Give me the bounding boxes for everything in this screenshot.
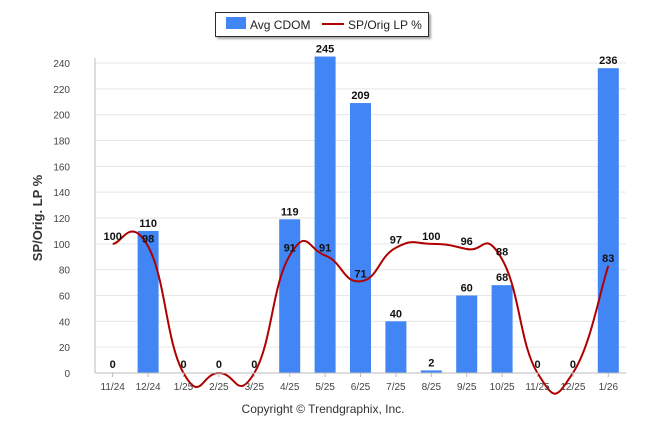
y-tick-label: 100: [53, 240, 70, 251]
bar: [456, 295, 478, 373]
bar: [137, 230, 159, 373]
x-tick-label: 8/25: [422, 382, 442, 393]
x-tick-label: 9/25: [457, 382, 477, 393]
y-tick-label: 220: [53, 85, 70, 96]
bar-value-label: 0: [216, 359, 222, 371]
line-path: [112, 230, 610, 395]
x-tick-label: 1/25: [174, 382, 194, 393]
line-value-label: 91: [319, 242, 331, 254]
x-tick-label: 3/25: [245, 382, 265, 393]
y-tick-label: 160: [53, 162, 70, 173]
y-tick-label: 200: [53, 111, 70, 122]
x-tick-label: 2/25: [209, 382, 229, 393]
legend-line-swatch: [322, 23, 344, 25]
bar-value-label: 236: [599, 55, 617, 67]
x-tick-label: 7/25: [386, 382, 406, 393]
x-tick-label: 12/24: [136, 382, 161, 393]
bar: [597, 68, 619, 374]
y-tick-label: 140: [53, 188, 70, 199]
y-tick-label: 40: [59, 317, 71, 328]
y-tick-label: 240: [53, 59, 70, 70]
bar-value-label: 110: [139, 218, 157, 230]
bar: [385, 321, 407, 373]
bar: [350, 103, 371, 374]
bar-value-label: 2: [428, 357, 434, 369]
legend-bar-swatch: [226, 17, 246, 29]
line-value-label: 100: [104, 231, 122, 243]
bar-value-label: 0: [570, 359, 576, 371]
x-tick-label: 4/25: [280, 382, 300, 393]
bar: [420, 370, 442, 373]
bar-value-label: 60: [461, 283, 473, 295]
legend-line-label: SP/Orig LP %: [348, 18, 422, 32]
x-tick-label: 11/24: [101, 382, 126, 393]
y-tick-label: 120: [53, 214, 70, 225]
line-value-label: 71: [354, 268, 366, 280]
line-value-label: 88: [496, 246, 508, 258]
line-value-label: 83: [602, 253, 614, 265]
bar: [314, 56, 336, 374]
bar-value-label: 0: [251, 359, 257, 371]
line-value-label: 100: [422, 231, 440, 243]
bar-value-label: 0: [180, 359, 186, 371]
y-tick-label: 60: [59, 292, 71, 303]
x-tick-label: 5/25: [315, 382, 335, 393]
bar-value-label: 68: [496, 272, 508, 284]
bar-value-label: 0: [110, 359, 116, 371]
y-tick-label: 80: [59, 266, 71, 277]
bar: [491, 285, 513, 373]
bar-value-label: 245: [316, 44, 334, 56]
bar-value-label: 40: [390, 308, 402, 320]
y-tick-label: 180: [53, 137, 70, 148]
line-value-label: 91: [284, 242, 296, 254]
bar-value-label: 0: [534, 359, 540, 371]
y-tick-label: 20: [59, 343, 71, 354]
line-value-label: 98: [142, 233, 154, 245]
x-tick-label: 1/26: [599, 382, 619, 393]
copyright-text: Copyright © Trendgraphix, Inc.: [241, 402, 405, 416]
line-value-label: 97: [390, 235, 402, 247]
bar-value-label: 119: [281, 206, 299, 218]
legend-bar-label: Avg CDOM: [250, 18, 311, 32]
bar-series: [137, 56, 619, 374]
x-tick-label: 6/25: [351, 382, 371, 393]
line-value-label: 96: [461, 236, 473, 248]
line-series: [112, 230, 610, 395]
x-tick-label: 12/25: [560, 382, 585, 393]
bar-value-label: 209: [351, 90, 369, 102]
x-tick-label: 11/25: [525, 382, 550, 393]
y-tick-label: 0: [64, 369, 70, 380]
y-axis-label: SP/Orig. LP %: [30, 174, 45, 261]
legend: Avg CDOM SP/Orig LP %: [215, 12, 429, 37]
bar: [279, 219, 301, 373]
data-labels: 0 110 0 0 0 119 245 209 40 2 60 68 0 0 236 100 98 91 91 71 9…: [104, 44, 618, 371]
x-tick-label: 10/25: [490, 382, 515, 393]
